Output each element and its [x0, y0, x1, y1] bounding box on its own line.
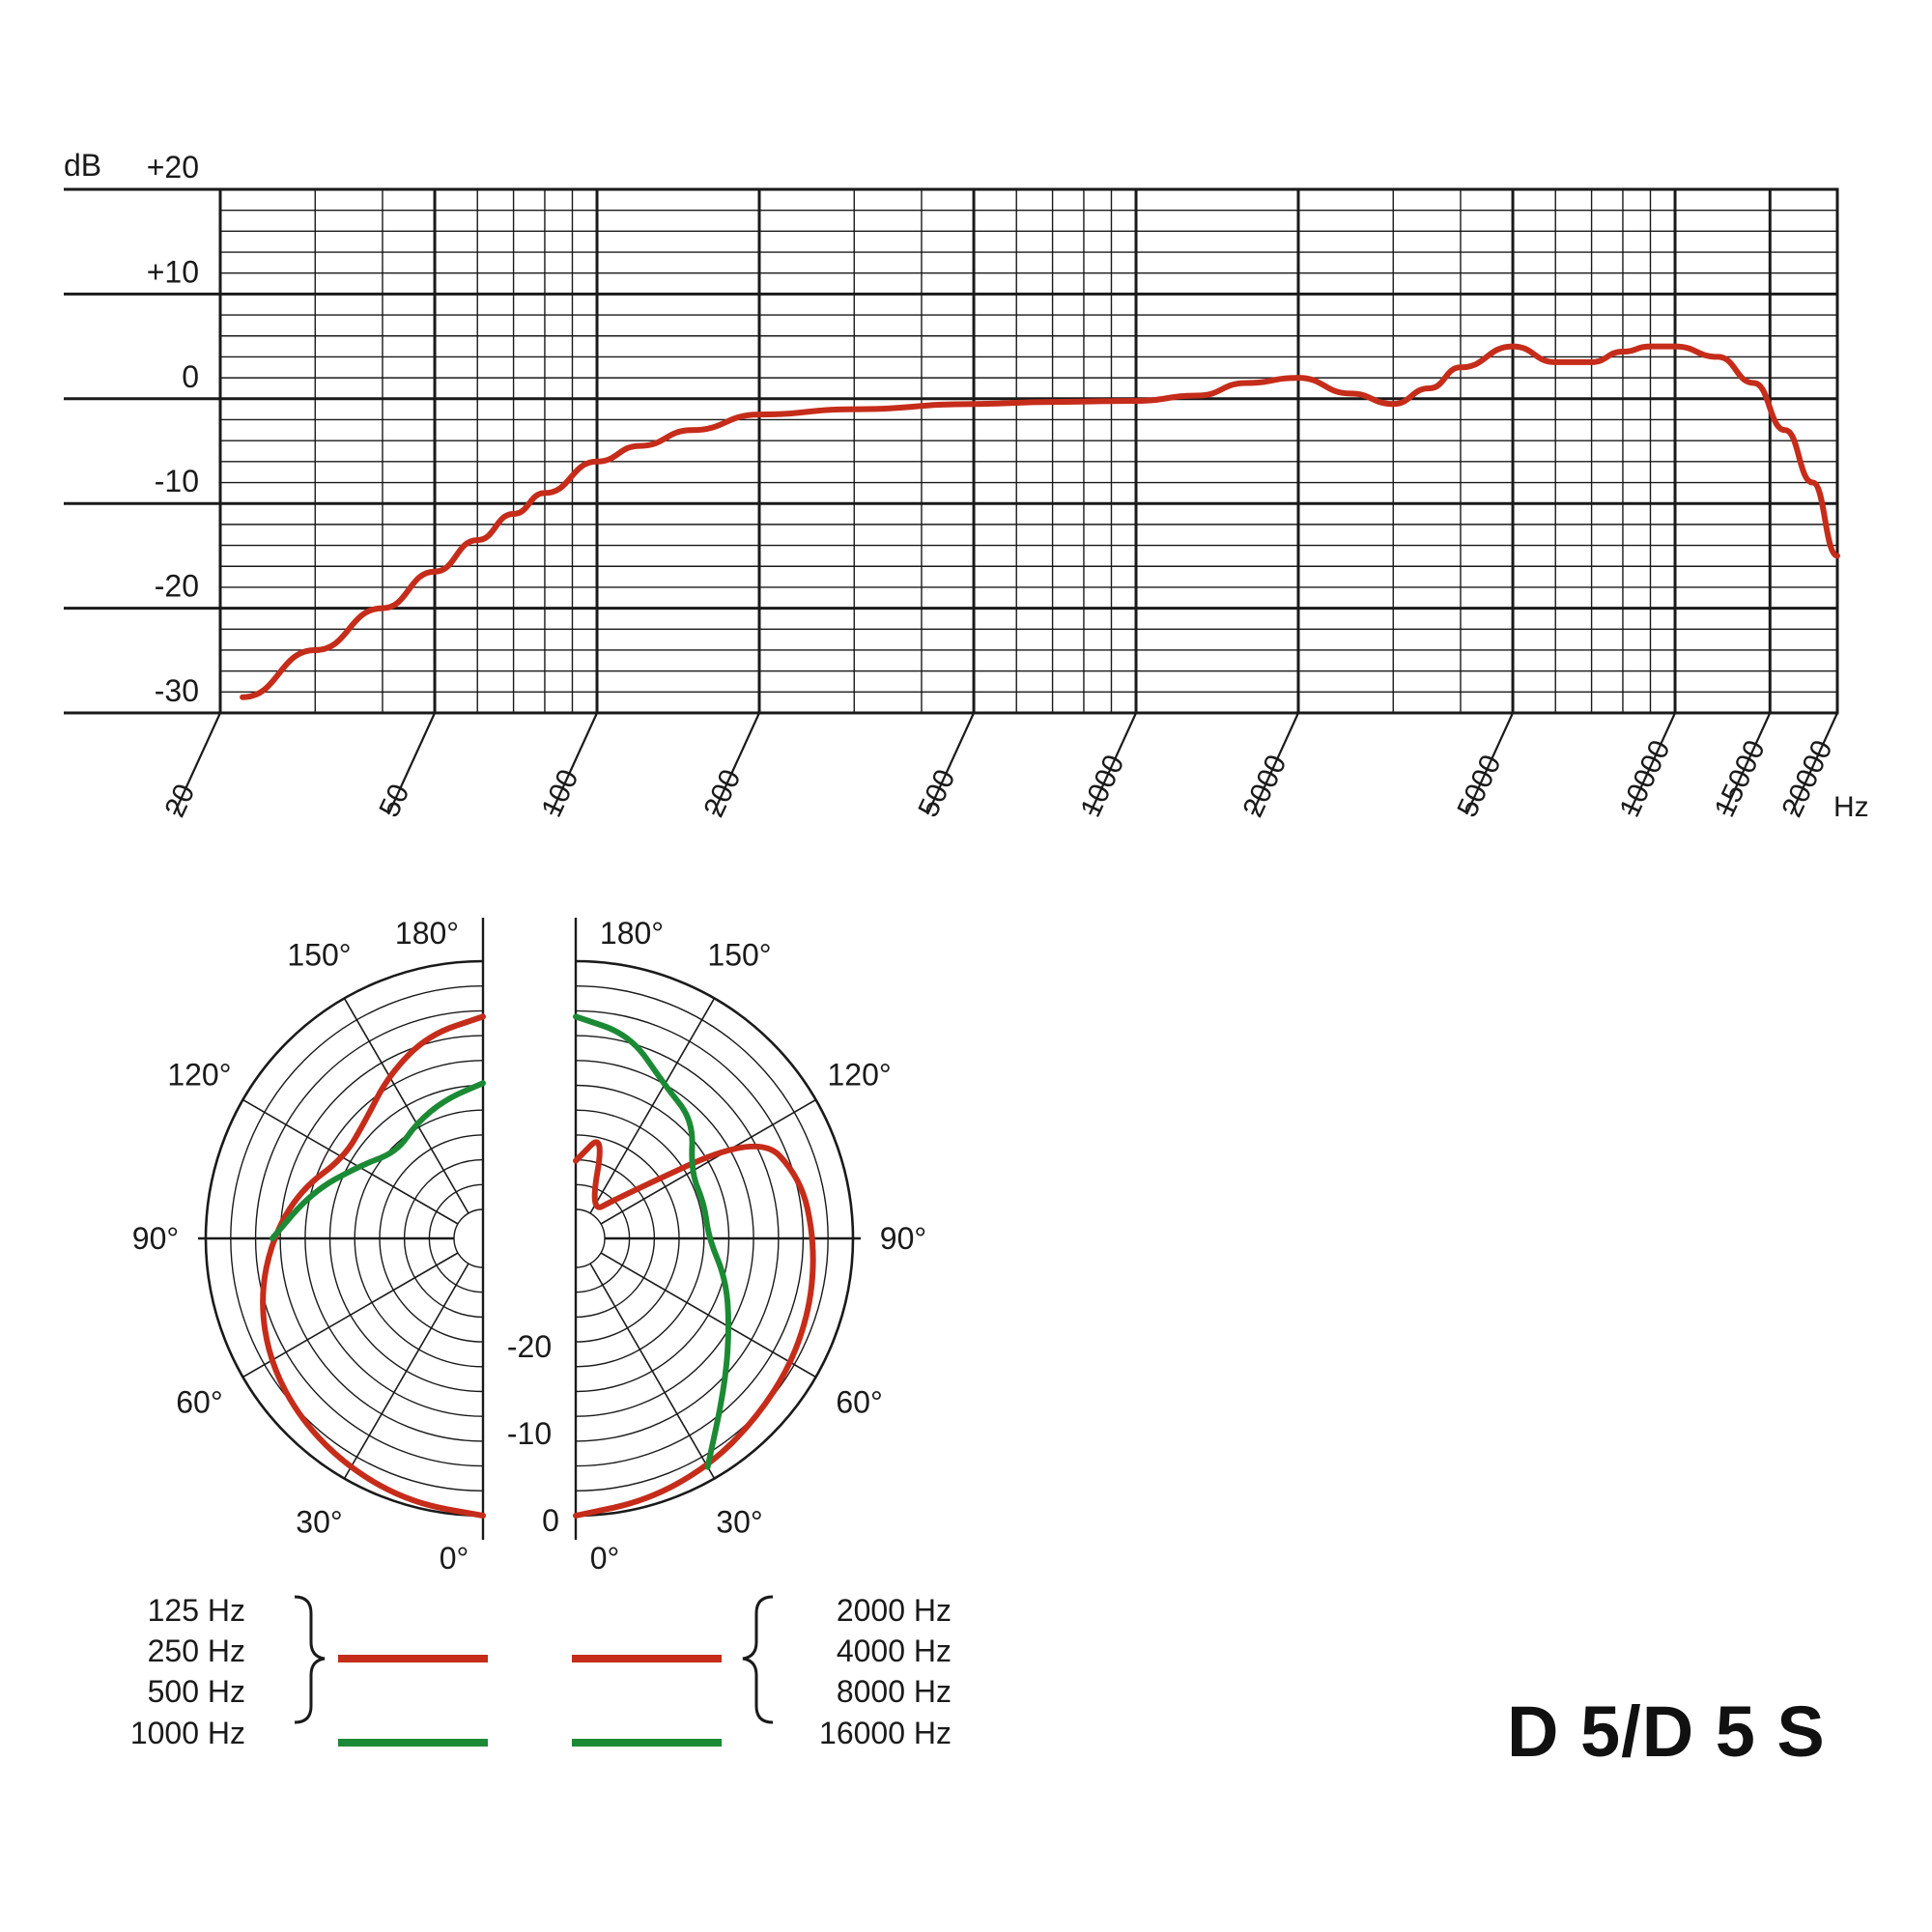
- polar-angle-label: 30°: [716, 1505, 762, 1540]
- polar-grid: [198, 918, 861, 1540]
- hz-tick-label: 15000: [1709, 735, 1772, 822]
- hz-tick-leader: [1628, 712, 1677, 815]
- polar-db-labels: -20 -10 0: [507, 1329, 559, 1538]
- frequency-response-chart: +20 +10 0 -10 -20 -30 20 50 100 200 500 1000 2000 50…: [64, 148, 1869, 823]
- polar-db-label: -20: [507, 1329, 552, 1364]
- polar-angle-label: 150°: [707, 937, 771, 972]
- y-unit-label: dB: [64, 148, 101, 183]
- polar-angle-labels: 180° 150° 120° 90° 60° 30° 0° 180° 150° 120° 90° 60…: [132, 916, 926, 1576]
- hz-tick-label: 20: [158, 780, 201, 822]
- hz-tick-leader: [172, 712, 222, 815]
- polar-legend: 125 Hz 250 Hz 500 Hz 1000 Hz 2000 Hz 4000 Hz 8…: [130, 1593, 952, 1750]
- polar-pattern-chart: 180° 150° 120° 90° 60° 30° 0° 180° 150° 120° 90° 60…: [132, 916, 926, 1576]
- hz-tick-leader: [711, 712, 761, 815]
- polar-spoke: [242, 1098, 459, 1225]
- legend-label-right: 8000 Hz: [837, 1674, 952, 1709]
- hz-tick-label: 10000: [1613, 735, 1676, 822]
- polar-spoke: [600, 1252, 816, 1378]
- hz-tick-leader: [1465, 712, 1515, 815]
- polar-angle-label: 150°: [287, 937, 351, 972]
- hz-tick-label: 100: [535, 765, 584, 822]
- frequency-series: [240, 343, 1840, 700]
- hz-tick-leader: [1250, 712, 1300, 815]
- polar-db-label: -10: [507, 1416, 552, 1451]
- polar-curves: [260, 1013, 816, 1519]
- hz-tick-label: 20000: [1776, 735, 1838, 822]
- hz-tick-leader: [1722, 712, 1772, 815]
- polar-curve-left-green: [269, 1080, 486, 1241]
- polar-ring: [453, 1208, 484, 1268]
- db-tick-label: +20: [147, 150, 199, 185]
- db-axis-ticks: +20 +10 0 -10 -20 -30: [147, 150, 199, 708]
- legend-label-right: 2000 Hz: [837, 1593, 952, 1628]
- legend-brace-left: [294, 1595, 326, 1724]
- polar-angle-label: 180°: [600, 916, 664, 951]
- polar-angle-label: 90°: [880, 1221, 926, 1256]
- legend-labels: 125 Hz 250 Hz 500 Hz 1000 Hz 2000 Hz 4000 Hz 8…: [130, 1593, 952, 1750]
- hz-tick-leader: [387, 712, 437, 815]
- polar-angle-label: 60°: [836, 1385, 882, 1420]
- polar-spoke: [242, 1252, 459, 1378]
- hz-tick-leader: [1089, 712, 1138, 815]
- polar-angle-label: 30°: [296, 1505, 342, 1540]
- polar-angle-label: 120°: [167, 1058, 231, 1093]
- db-tick-label: 0: [182, 359, 199, 394]
- db-tick-label: +10: [147, 254, 199, 289]
- polar-spoke: [589, 998, 716, 1214]
- hz-tick-label: 500: [912, 765, 961, 822]
- db-tick-label: -10: [155, 464, 199, 498]
- hz-tick-leader: [1789, 712, 1839, 815]
- frequency-grid: [64, 187, 1839, 715]
- polar-curve-right-red: [573, 1139, 816, 1519]
- polar-angle-label: 90°: [132, 1221, 179, 1256]
- polar-angle-label: 180°: [395, 916, 459, 951]
- legend-label-right: 16000 Hz: [819, 1716, 952, 1750]
- polar-angle-label: 0°: [590, 1541, 620, 1576]
- polar-spoke: [589, 1263, 716, 1479]
- legend-label-left: 125 Hz: [148, 1593, 245, 1628]
- polar-curve-right-green: [573, 1013, 732, 1470]
- hz-tick-label: 1000: [1074, 751, 1130, 822]
- polar-spoke: [343, 998, 469, 1214]
- polar-curve-left-red: [260, 1013, 486, 1519]
- hz-axis-ticks: 20 50 100 200 500 1000 2000 5000 10000 15000 20000: [158, 712, 1839, 822]
- hz-tick-label: 50: [373, 780, 415, 822]
- polar-ring: [575, 1208, 606, 1268]
- legend-label-left: 250 Hz: [148, 1634, 245, 1668]
- polar-spoke: [343, 1263, 469, 1479]
- legend-brace-right: [742, 1595, 774, 1724]
- hz-tick-leader: [926, 712, 976, 815]
- polar-spoke: [600, 1098, 816, 1225]
- legend-label-left: 1000 Hz: [130, 1716, 245, 1750]
- hz-tick-label: 200: [697, 765, 747, 822]
- hz-tick-label: 2000: [1236, 751, 1293, 822]
- polar-db-label: 0: [542, 1503, 559, 1538]
- plot-border: [218, 187, 1839, 715]
- db-tick-label: -20: [155, 569, 199, 604]
- polar-angle-label: 120°: [827, 1058, 891, 1093]
- hz-tick-leader: [550, 712, 599, 815]
- legend-label-left: 500 Hz: [148, 1674, 245, 1709]
- frequency-response-curve: [240, 343, 1840, 700]
- legend-label-right: 4000 Hz: [837, 1634, 952, 1668]
- polar-angle-label: 60°: [176, 1385, 222, 1420]
- x-unit-label: Hz: [1833, 791, 1869, 823]
- polar-angle-label: 0°: [440, 1541, 469, 1576]
- db-tick-label: -30: [155, 673, 199, 708]
- hz-tick-label: 5000: [1451, 751, 1507, 822]
- model-label: D 5/D 5 S: [1507, 1691, 1826, 1772]
